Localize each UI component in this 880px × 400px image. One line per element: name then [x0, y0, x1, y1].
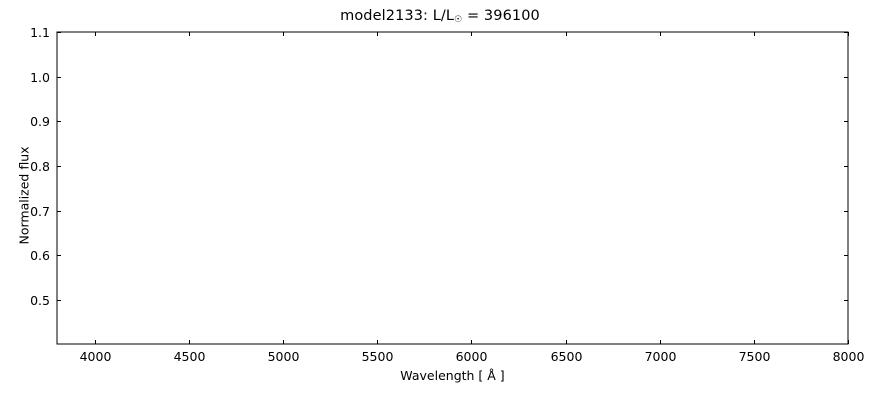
- svg-text:6000: 6000: [456, 349, 488, 364]
- chart-title: model2133: L/L☉ = 396100: [0, 8, 880, 25]
- svg-text:4000: 4000: [80, 349, 112, 364]
- x-axis-label: Wavelength [ Å ]: [400, 368, 505, 383]
- svg-text:0.5: 0.5: [30, 293, 50, 308]
- svg-text:5500: 5500: [362, 349, 394, 364]
- svg-text:6500: 6500: [551, 349, 583, 364]
- chart-title-model: model2133: L/L: [340, 8, 455, 24]
- axis-tick-labels: 4000 4500 5000 5500 6000 6500 7000 7500 8000 0.5 0…: [30, 25, 864, 364]
- axes-frame: [56, 31, 849, 345]
- axis-ticks: [57, 32, 849, 344]
- svg-text:1.0: 1.0: [30, 70, 50, 85]
- svg-text:7000: 7000: [645, 349, 677, 364]
- svg-text:0.6: 0.6: [30, 248, 50, 263]
- y-axis-label: Normalized flux: [16, 146, 32, 245]
- svg-text:1.1: 1.1: [30, 25, 50, 40]
- svg-text:0.9: 0.9: [30, 114, 50, 129]
- svg-text:0.8: 0.8: [30, 159, 50, 174]
- svg-text:4500: 4500: [174, 349, 206, 364]
- svg-text:5000: 5000: [268, 349, 300, 364]
- svg-text:0.7: 0.7: [30, 204, 50, 219]
- chart-title-value: = 396100: [462, 8, 540, 24]
- svg-text:7500: 7500: [739, 349, 771, 364]
- svg-text:8000: 8000: [833, 349, 865, 364]
- sun-symbol-icon: ☉: [454, 14, 463, 25]
